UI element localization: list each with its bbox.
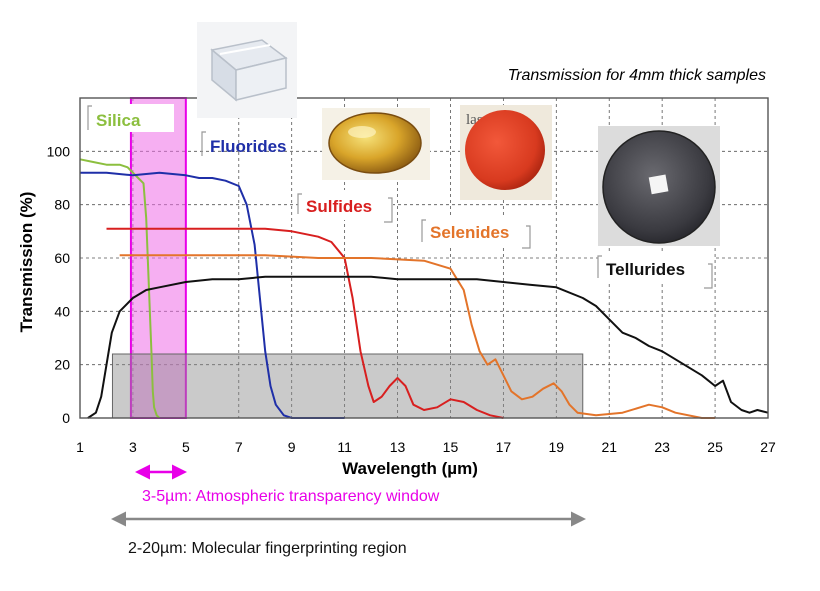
series-lines: [79, 158, 769, 419]
chart-subtitle: Transmission for 4mm thick samples: [508, 67, 766, 84]
x-tick-label: 5: [182, 439, 190, 455]
y-tick-label: 100: [47, 143, 71, 159]
x-tick-label: 9: [288, 439, 296, 455]
y-tick-label: 60: [54, 250, 70, 266]
x-tick-label: 19: [549, 439, 565, 455]
x-axis-title: Wavelength (µm): [342, 459, 478, 478]
y-axis-title: Transmission (%): [17, 192, 36, 333]
highlight-regions: [111, 97, 584, 419]
x-tick-label: 7: [235, 439, 243, 455]
series-line-fluorides: [80, 171, 345, 419]
fingerprint-region-note: 2-20µm: Molecular fingerprinting region: [128, 540, 407, 557]
x-tick-labels: 1 3 5 7 9 11 13 15 17 19 21 23 25 27: [76, 439, 776, 455]
x-tick-label: 15: [443, 439, 459, 455]
tellurides-sample-image: [598, 126, 720, 246]
silica-sample-image: [197, 22, 297, 118]
sulfides-label: Sulfides: [297, 190, 393, 223]
y-tick-label: 20: [54, 357, 70, 373]
y-tick-label: 80: [54, 197, 70, 213]
x-tick-label: 17: [496, 439, 512, 455]
x-tick-label: 1: [76, 439, 84, 455]
svg-text:Tellurides: Tellurides: [606, 260, 685, 279]
selenides-label: Selenides: [421, 218, 532, 249]
x-tick-label: 11: [337, 439, 352, 455]
y-tick-labels: 0 20 40 60 80 100: [47, 143, 71, 426]
fluorides-label: Fluorides: [201, 131, 287, 156]
svg-text:Fluorides: Fluorides: [210, 137, 287, 156]
x-tick-label: 21: [601, 439, 617, 455]
svg-text:Silica: Silica: [96, 111, 141, 130]
selenides-sample-image: lassceran ics, IR gl: [460, 105, 552, 200]
svg-text:Sulfides: Sulfides: [306, 197, 372, 216]
y-tick-label: 0: [62, 410, 70, 426]
x-tick-label: 25: [707, 439, 723, 455]
x-tick-label: 27: [760, 439, 776, 455]
series-line-silica: [79, 158, 161, 419]
x-tick-label: 23: [654, 439, 670, 455]
x-tick-label: 3: [129, 439, 137, 455]
sulfides-sample-image: [322, 108, 430, 180]
tellurides-label: Tellurides: [597, 254, 714, 289]
plot-frame: [79, 97, 769, 419]
series-line-selenides: [119, 254, 716, 419]
series-line-tellurides: [87, 275, 769, 419]
x-tick-label: 13: [390, 439, 406, 455]
series-line-sulfides: [106, 227, 504, 419]
silica-label: Silica: [87, 104, 174, 132]
fingerprint-region-band: [111, 353, 584, 419]
atmospheric-window-band: [129, 97, 187, 419]
y-tick-label: 40: [54, 303, 70, 319]
atmospheric-window-note: 3-5µm: Atmospheric transparency window: [142, 488, 440, 505]
svg-text:Selenides: Selenides: [430, 223, 509, 242]
